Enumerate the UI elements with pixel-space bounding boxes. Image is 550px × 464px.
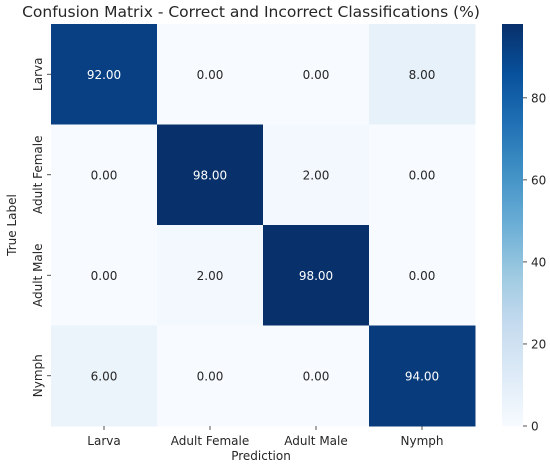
y-tick-label: Larva bbox=[31, 58, 45, 91]
heatmap-cell bbox=[369, 225, 476, 326]
heatmap-cell bbox=[157, 24, 264, 125]
cell-value-label: 0.00 bbox=[91, 269, 118, 283]
x-axis-ticks: Larva Adult Female Adult Male Nymph bbox=[87, 426, 444, 448]
y-axis-label: True Label bbox=[5, 194, 19, 257]
colorbar-tick-label: 40 bbox=[531, 255, 546, 269]
heatmap-cell bbox=[51, 124, 158, 226]
colorbar bbox=[502, 24, 523, 426]
heatmap-cell bbox=[51, 24, 158, 125]
heatmap-cell bbox=[369, 124, 476, 226]
heatmap-cell bbox=[157, 225, 264, 326]
cell-value-label: 0.00 bbox=[197, 369, 224, 383]
cell-value-label: 92.00 bbox=[87, 68, 121, 82]
heatmap-cells bbox=[51, 24, 476, 427]
x-tick-label: Larva bbox=[87, 434, 120, 448]
heatmap-cell bbox=[51, 225, 158, 326]
cell-value-labels: 92.00 0.00 0.00 8.00 0.00 98.00 2.00 0.00 0.00 2.… bbox=[87, 68, 439, 384]
heatmap-cell bbox=[157, 325, 264, 427]
cell-value-label: 0.00 bbox=[91, 168, 118, 182]
colorbar-tick-label: 60 bbox=[531, 173, 546, 187]
x-axis-label: Prediction bbox=[231, 449, 291, 463]
cell-value-label: 6.00 bbox=[91, 369, 118, 383]
heatmap-cell bbox=[263, 124, 370, 226]
cell-value-label: 0.00 bbox=[303, 68, 330, 82]
x-tick-label: Adult Female bbox=[171, 434, 249, 448]
heatmap-cell bbox=[369, 24, 476, 125]
y-tick-label: Adult Female bbox=[31, 136, 45, 214]
cell-value-label: 2.00 bbox=[303, 168, 330, 182]
cell-value-label: 0.00 bbox=[303, 369, 330, 383]
cell-value-label: 0.00 bbox=[409, 168, 436, 182]
heatmap-cell bbox=[369, 325, 476, 427]
cell-value-label: 98.00 bbox=[299, 269, 333, 283]
heatmap-cell bbox=[263, 24, 370, 125]
heatmap-cell bbox=[157, 124, 264, 226]
chart-title: Confusion Matrix - Correct and Incorrect… bbox=[22, 3, 480, 21]
colorbar-tick-label: 20 bbox=[531, 337, 546, 351]
y-tick-label: Adult Male bbox=[31, 244, 45, 308]
cell-value-label: 2.00 bbox=[197, 269, 224, 283]
colorbar-ticks: 0 20 40 60 80 bbox=[523, 91, 546, 434]
y-tick-label: Nymph bbox=[31, 354, 45, 397]
heatmap-cell bbox=[51, 325, 158, 427]
x-tick-label: Adult Male bbox=[284, 434, 348, 448]
cell-value-label: 94.00 bbox=[405, 369, 439, 383]
x-tick-label: Nymph bbox=[401, 434, 444, 448]
heatmap-cell bbox=[263, 325, 370, 427]
y-axis-ticks: Larva Adult Female Adult Male Nymph bbox=[31, 58, 51, 397]
colorbar-tick-label: 80 bbox=[531, 91, 546, 105]
colorbar-tick-label: 0 bbox=[531, 420, 539, 434]
cell-value-label: 0.00 bbox=[409, 269, 436, 283]
heatmap-cell bbox=[263, 225, 370, 326]
cell-value-label: 98.00 bbox=[193, 168, 227, 182]
cell-value-label: 0.00 bbox=[197, 68, 224, 82]
cell-value-label: 8.00 bbox=[409, 68, 436, 82]
